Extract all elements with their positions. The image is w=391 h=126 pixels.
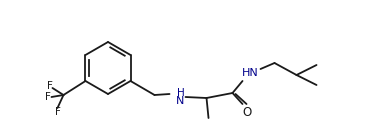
Text: F: F <box>45 92 50 102</box>
Text: O: O <box>242 106 251 119</box>
Text: N: N <box>176 96 185 106</box>
Text: HN: HN <box>242 68 259 78</box>
Text: H: H <box>177 88 185 98</box>
Text: F: F <box>55 107 61 117</box>
Text: F: F <box>47 81 52 91</box>
